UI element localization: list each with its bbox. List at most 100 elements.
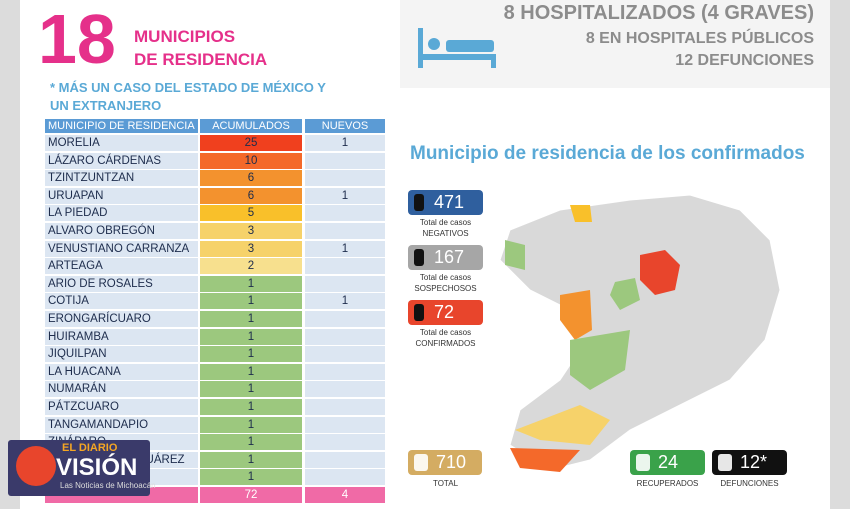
new-cases: 1 <box>305 135 385 151</box>
total-new: 4 <box>305 487 385 503</box>
person-icon <box>414 304 424 321</box>
accumulated: 5 <box>200 205 302 222</box>
people-icon <box>414 454 428 471</box>
new-cases <box>305 275 385 292</box>
total-value: 24 <box>658 452 679 472</box>
accumulated: 1 <box>200 275 302 292</box>
right-band <box>830 0 850 509</box>
municipality: LA HUACANA <box>45 363 198 380</box>
stat-label: Total de casos <box>419 273 472 282</box>
total-box: 12* <box>712 450 787 475</box>
municipality: ALVARO OBREGÓN <box>45 223 198 239</box>
accumulated: 1 <box>200 328 302 345</box>
logo: EL DIARIO VISIÓN Las Noticias de Michoac… <box>8 440 156 496</box>
new-cases <box>305 346 385 363</box>
logo-mark <box>16 446 56 486</box>
stat-label: Total de casos <box>419 328 472 337</box>
accumulated: 1 <box>200 399 302 415</box>
column-header: NUEVOS <box>305 119 385 133</box>
accumulated: 1 <box>200 311 302 327</box>
accumulated: 3 <box>200 223 302 239</box>
accumulated: 1 <box>200 469 302 486</box>
stat-label: SOSPECHOSOS <box>414 284 477 293</box>
new-cases <box>305 469 385 486</box>
logo-text: Las Noticias de Michoacán <box>60 481 156 490</box>
municipality: VENUSTIANO CARRANZA <box>45 240 198 257</box>
people-icon <box>718 454 732 471</box>
person-icon <box>414 194 424 211</box>
accumulated: 1 <box>200 451 302 468</box>
new-cases <box>305 205 385 222</box>
total-label: TOTAL <box>432 479 459 488</box>
new-cases <box>305 399 385 415</box>
accumulated: 6 <box>200 170 302 187</box>
accumulated: 1 <box>200 416 302 433</box>
new-cases <box>305 363 385 380</box>
municipality: JIQUILPAN <box>45 346 198 363</box>
new-cases <box>305 152 385 169</box>
municipality: ERONGARÍCUARO <box>45 311 198 327</box>
municipality: LÁZARO CÁRDENAS <box>45 152 198 169</box>
header-label: MUNICIPIOS <box>134 27 236 46</box>
accumulated: 25 <box>200 135 302 151</box>
accumulated: 1 <box>200 363 302 380</box>
stat-label: Total de casos <box>419 218 472 227</box>
summary-line: 12 DEFUNCIONES <box>675 52 814 69</box>
accumulated: 1 <box>200 293 302 310</box>
new-cases <box>305 311 385 327</box>
people-icon <box>636 454 650 471</box>
stat-value: 471 <box>434 192 465 212</box>
new-cases <box>305 381 385 398</box>
stat-value: 167 <box>434 247 465 267</box>
accumulated: 3 <box>200 240 302 257</box>
new-cases: 1 <box>305 240 385 257</box>
stat-box: 167 <box>408 245 483 270</box>
municipality: COTIJA <box>45 293 198 310</box>
stat-box: 72 <box>408 300 483 325</box>
municipality: TANGAMANDAPIO <box>45 416 198 433</box>
municipality: MORELIA <box>45 135 198 151</box>
bed-icon <box>418 28 496 68</box>
new-cases <box>305 416 385 433</box>
accumulated: 10 <box>200 152 302 169</box>
note: UN EXTRANJERO <box>50 98 162 113</box>
column-header: ACUMULADOS <box>200 119 302 133</box>
accumulated: 1 <box>200 434 302 451</box>
new-cases <box>305 170 385 187</box>
stat-label: NEGATIVOS <box>422 229 469 238</box>
total-label: RECUPERADOS <box>636 479 699 488</box>
total-value: 710 <box>436 452 467 472</box>
logo-text: VISIÓN <box>56 454 138 481</box>
map <box>499 194 781 472</box>
accumulated: 6 <box>200 187 302 204</box>
big-number: 18 <box>38 0 116 78</box>
total-box: 24 <box>630 450 705 475</box>
accumulated: 2 <box>200 258 302 275</box>
municipality: LA PIEDAD <box>45 205 198 222</box>
total-label: DEFUNCIONES <box>720 479 779 488</box>
municipality: NUMARÁN <box>45 381 198 398</box>
municipality: ARIO DE ROSALES <box>45 275 198 292</box>
new-cases <box>305 434 385 451</box>
stat-value: 72 <box>434 302 455 322</box>
column-header: MUNICIPIO DE RESIDENCIA <box>45 119 198 133</box>
new-cases <box>305 258 385 275</box>
municipality: PÁTZCUARO <box>45 399 198 415</box>
stat-box: 471 <box>408 190 483 215</box>
total-box: 710 <box>408 450 482 475</box>
new-cases <box>305 223 385 239</box>
accumulated: 1 <box>200 381 302 398</box>
new-cases: 1 <box>305 187 385 204</box>
accumulated: 1 <box>200 346 302 363</box>
summary-line: 8 EN HOSPITALES PÚBLICOS <box>585 30 814 47</box>
note: * MÁS UN CASO DEL ESTADO DE MÉXICO Y <box>50 80 326 95</box>
new-cases: 1 <box>305 293 385 310</box>
summary-line: 8 HOSPITALIZADOS (4 GRAVES) <box>503 2 814 24</box>
map-title: Municipio de residencia de los confirmad… <box>410 143 805 164</box>
header-label: DE RESIDENCIA <box>134 50 268 69</box>
logo-text: EL DIARIO <box>62 442 118 454</box>
total-accumulated: 72 <box>200 487 302 503</box>
person-icon <box>414 249 424 266</box>
total-value: 12* <box>740 452 768 472</box>
